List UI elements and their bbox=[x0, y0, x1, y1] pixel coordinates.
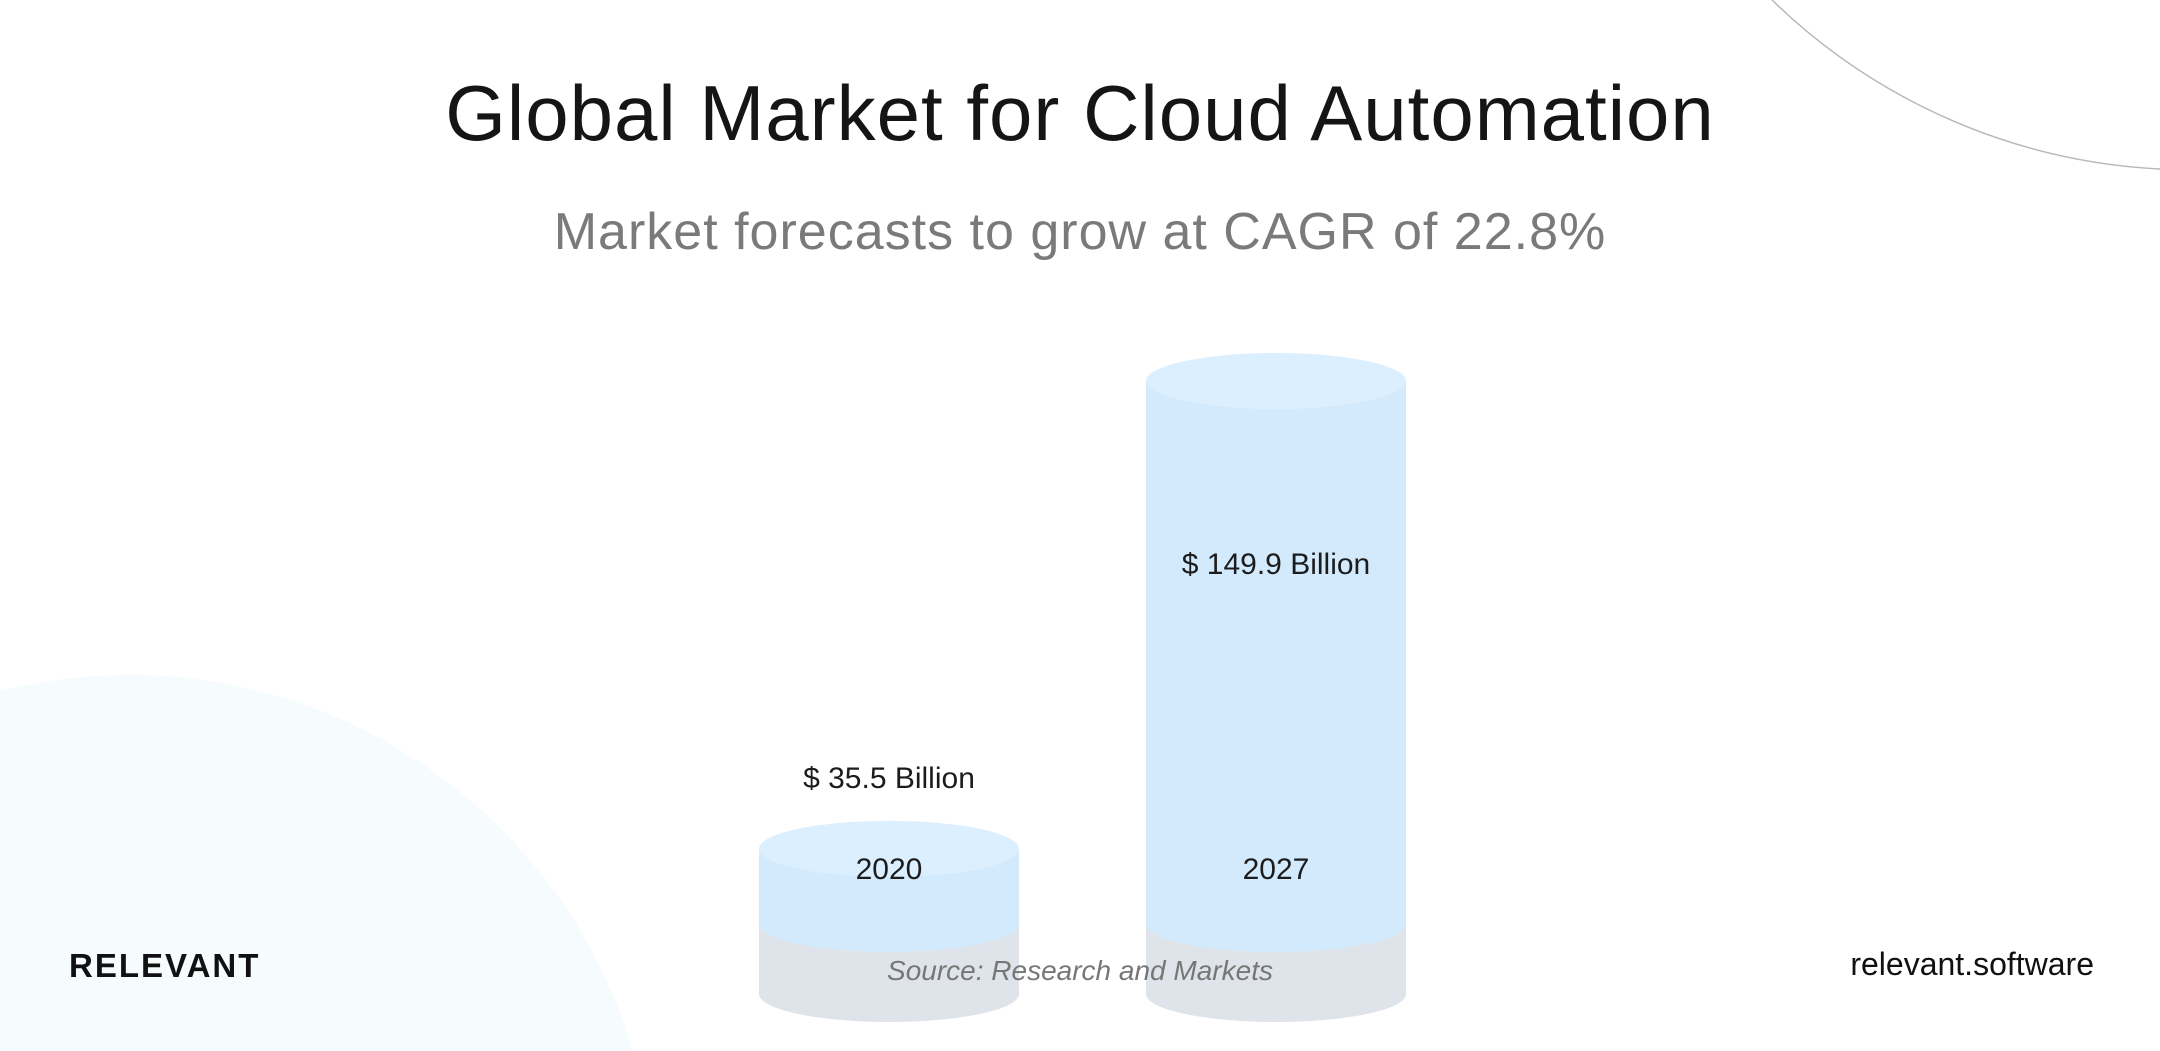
data-label-2027: $ 149.9 Billion bbox=[1182, 548, 1370, 581]
chart-title: Global Market for Cloud Automation bbox=[445, 69, 1715, 157]
cylinder-body-2027 bbox=[1146, 381, 1406, 952]
data-label-2020: $ 35.5 Billion bbox=[803, 762, 975, 795]
cylinder-top-2027 bbox=[1146, 353, 1406, 409]
cylinder-base-2027 bbox=[1146, 924, 1406, 1022]
cylinder-base-2020 bbox=[759, 924, 1019, 1022]
cylinder-body-2020 bbox=[759, 848, 1019, 952]
category-label-2027: 2027 bbox=[1243, 853, 1310, 886]
chart-subtitle: Market forecasts to grow at CAGR of 22.8… bbox=[553, 203, 1607, 261]
decorative-circle bbox=[0, 674, 633, 1051]
cylinder-top-2020 bbox=[759, 820, 1019, 877]
source-note: Source: Research and Markets bbox=[887, 955, 1273, 986]
brand-logo: RELEVANT bbox=[69, 947, 261, 984]
category-label-2020: 2020 bbox=[856, 853, 923, 886]
decorative-arc bbox=[1771, 0, 2160, 170]
website-label: relevant.software bbox=[1850, 946, 2094, 982]
